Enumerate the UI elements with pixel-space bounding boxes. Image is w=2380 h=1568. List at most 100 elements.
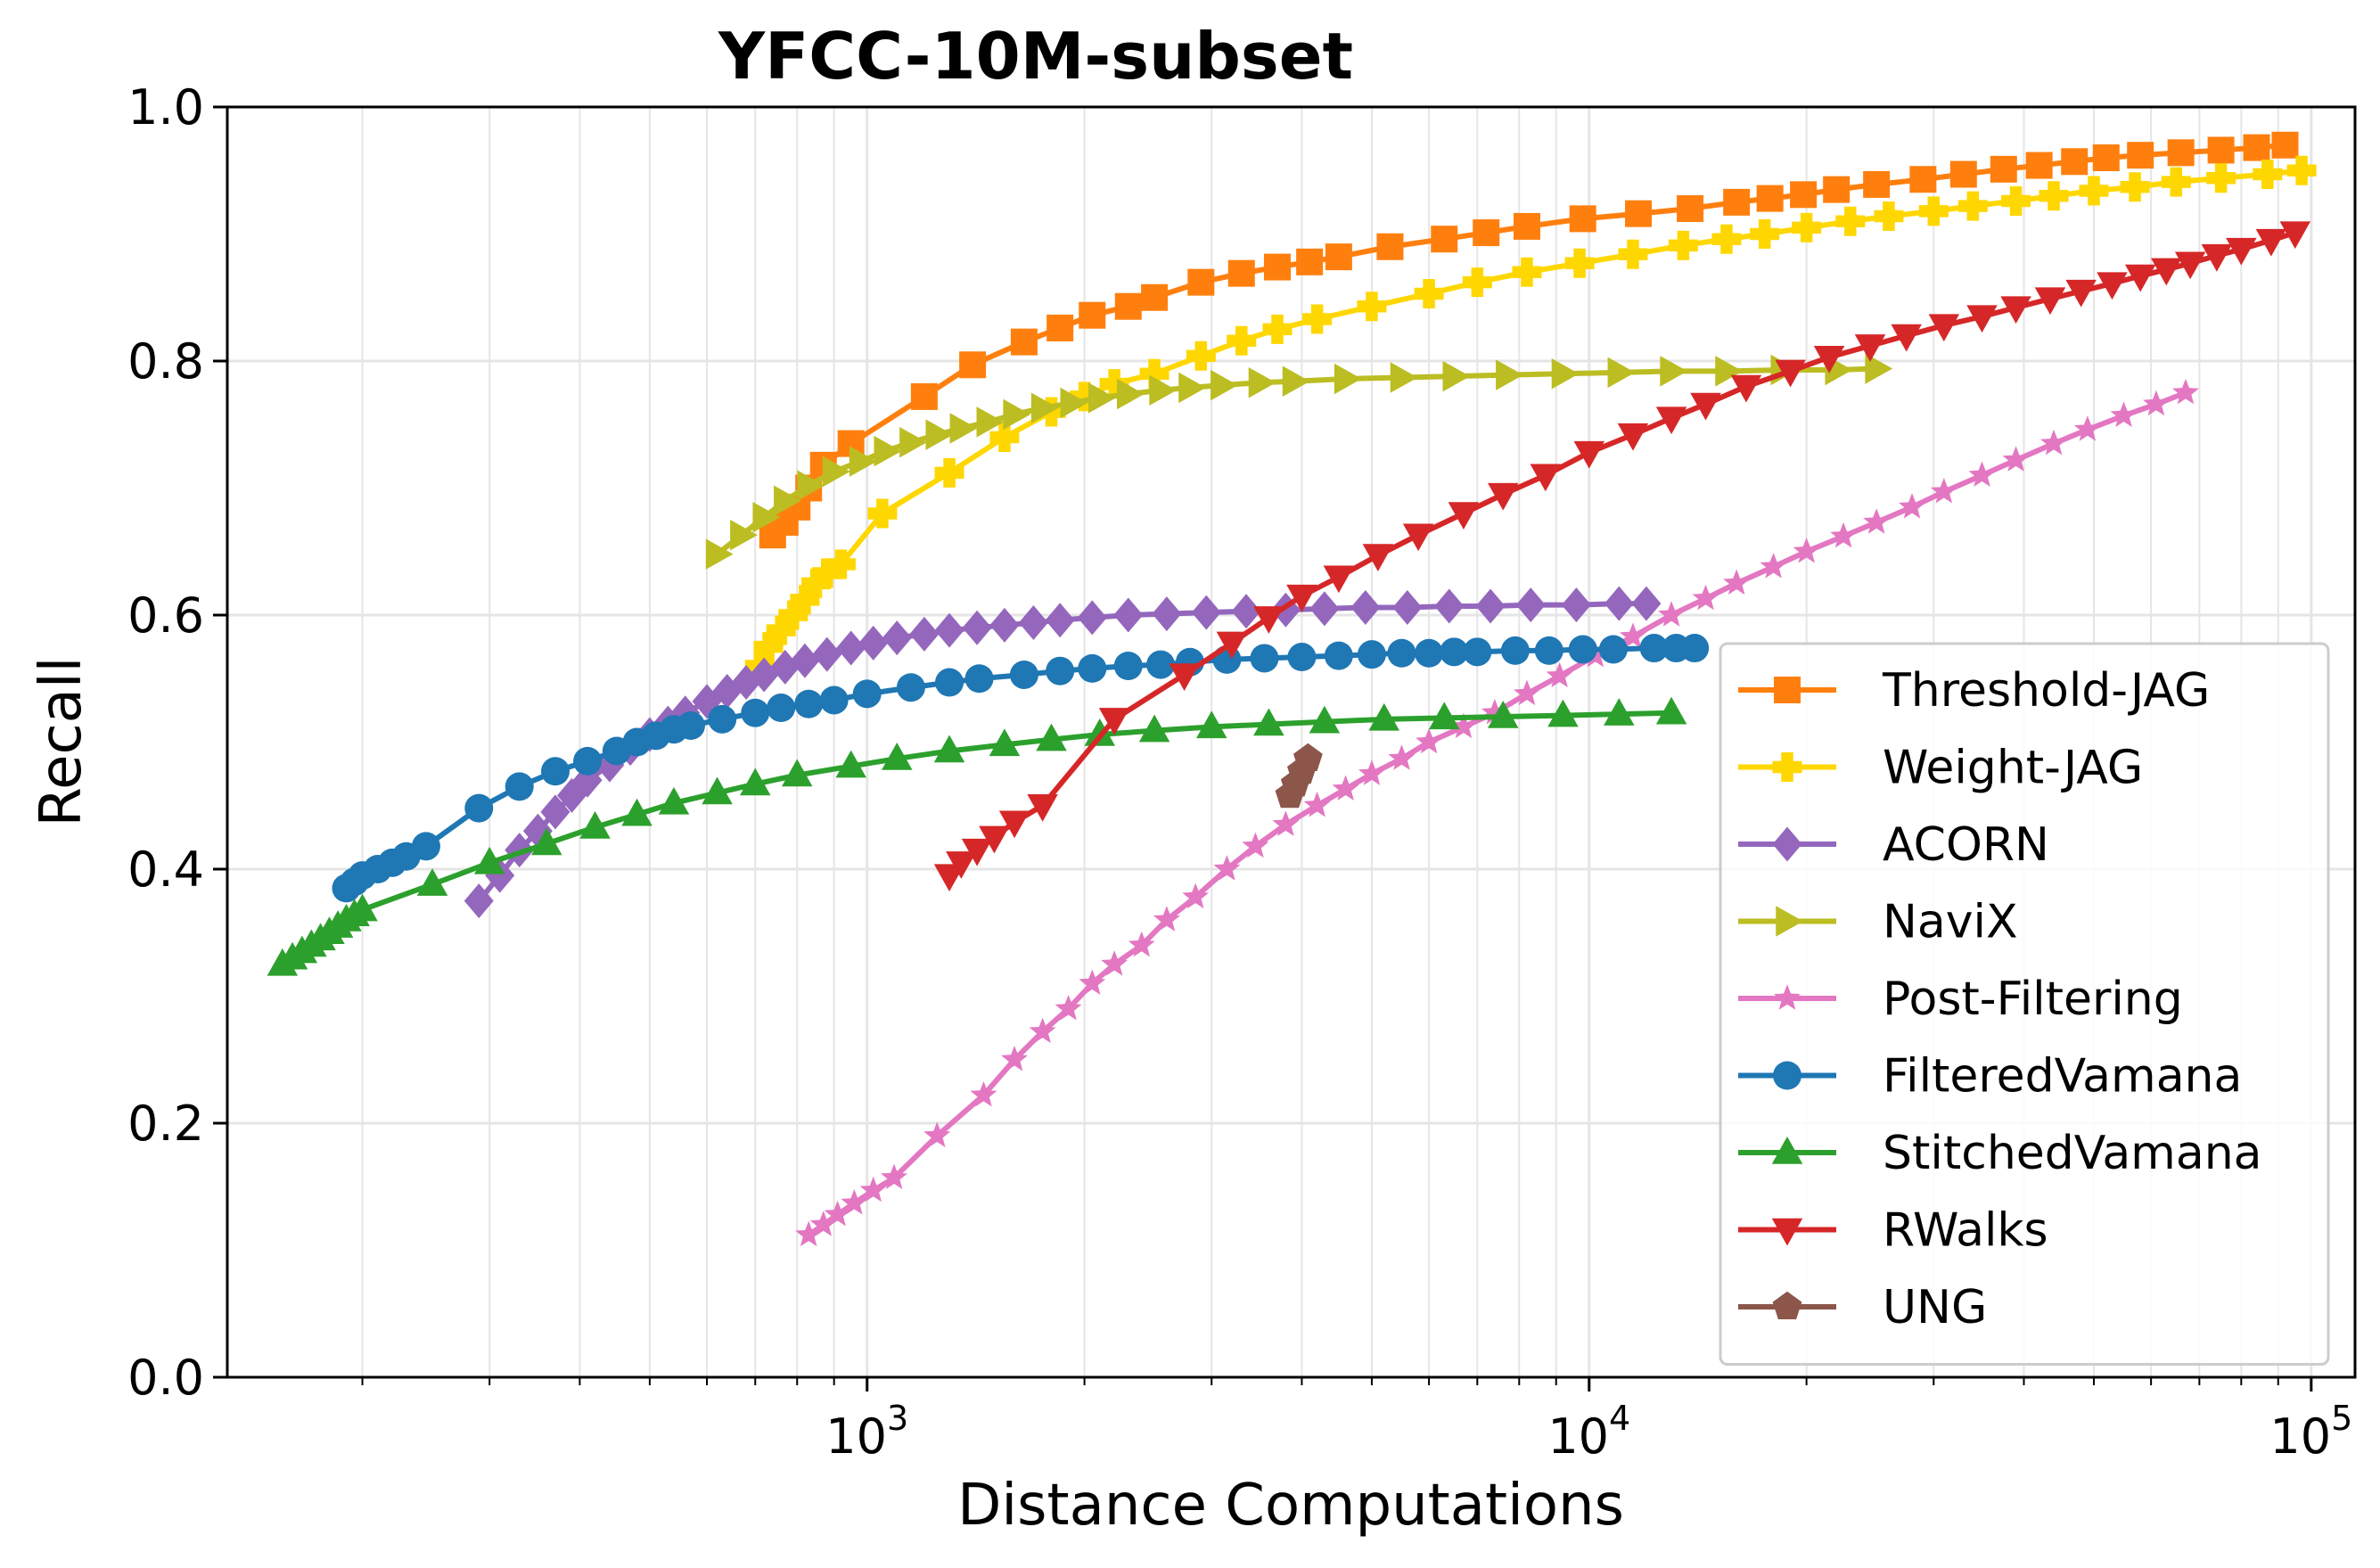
rwalks-point <box>1027 794 1058 822</box>
stitchedvamana-point <box>835 750 866 778</box>
stitchedvamana-point <box>621 798 652 826</box>
post-filtering-point <box>809 1211 837 1236</box>
rwalks-point <box>2034 287 2066 316</box>
legend-label: NaviX <box>1883 896 2018 949</box>
rwalks-point <box>1169 663 1200 691</box>
threshold-jag-point <box>1990 155 2017 183</box>
post-filtering-point <box>841 1189 868 1215</box>
stitchedvamana-point <box>1428 702 1460 730</box>
weight-jag-point <box>2120 172 2150 202</box>
acorn-point <box>1077 600 1107 636</box>
legend-label: Post-Filtering <box>1883 973 2183 1026</box>
filteredvamana-point <box>1680 634 1710 663</box>
navix-point <box>899 426 927 458</box>
post-filtering-point <box>1416 727 1443 754</box>
post-filtering-point <box>1332 775 1359 800</box>
acorn-point <box>1152 596 1182 632</box>
weight-jag-point <box>1262 314 1293 344</box>
legend-label: Weight-JAG <box>1883 742 2143 795</box>
stitchedvamana-point <box>473 846 505 874</box>
threshold-jag-point <box>2243 134 2270 161</box>
legend-item-weight-jag: Weight-JAG <box>1738 742 2143 795</box>
threshold-jag-point <box>1756 185 1784 212</box>
weight-jag-point <box>2206 163 2236 193</box>
legend-marker <box>1771 1218 1803 1246</box>
navix-point <box>1390 362 1418 393</box>
post-filtering-point <box>1760 553 1787 579</box>
acorn-point <box>1309 591 1340 627</box>
acorn-point <box>1475 588 1506 624</box>
legend-label: Threshold-JAG <box>1882 664 2210 718</box>
weight-jag-point <box>1357 291 1387 322</box>
weight-jag-point <box>2039 181 2069 211</box>
threshold-jag-point <box>1296 248 1324 275</box>
rwalks-point <box>1617 423 1649 451</box>
threshold-jag-point <box>1227 259 1255 287</box>
post-filtering-point <box>2073 415 2101 441</box>
weight-jag-point <box>934 457 964 488</box>
legend-item-threshold-jag: Threshold-JAG <box>1738 664 2210 718</box>
navix-point <box>976 406 1005 438</box>
acorn-point <box>1434 588 1465 624</box>
navix-point <box>849 446 877 477</box>
legend-item-rwalks: RWalks <box>1738 1204 2048 1258</box>
acorn-point <box>909 616 940 652</box>
post-filtering-point <box>1692 584 1719 611</box>
stitchedvamana-point <box>781 759 813 787</box>
filteredvamana-point <box>1387 638 1416 668</box>
legend-box <box>1719 642 2330 1366</box>
rwalks-point <box>1966 305 1998 333</box>
y-tick-label: 0.2 <box>127 1096 204 1152</box>
threshold-jag-point <box>1863 170 1891 198</box>
acorn-point <box>790 643 820 678</box>
legend-item-navix: NaviX <box>1738 896 2018 949</box>
weight-jag-point <box>1227 325 1257 356</box>
acorn-point <box>1231 594 1261 629</box>
rwalks-point <box>1448 502 1480 530</box>
threshold-jag-point <box>2127 142 2154 169</box>
acorn-point <box>962 610 992 645</box>
navix-point <box>1496 359 1523 390</box>
filteredvamana-point <box>767 694 796 723</box>
post-filtering-point <box>2142 390 2170 416</box>
filteredvamana-point <box>819 685 849 715</box>
legend-item-acorn: ACORN <box>1738 818 2049 872</box>
post-filtering-point <box>1513 679 1540 706</box>
legend-marker <box>1774 984 1801 1010</box>
post-filtering-point <box>2002 446 2030 472</box>
weight-jag-point <box>1750 219 1780 249</box>
stitchedvamana-point <box>1036 723 1067 751</box>
acorn-point <box>1392 589 1423 625</box>
weight-jag-point <box>1564 248 1595 278</box>
legend-marker <box>1772 1291 1802 1319</box>
acorn-point <box>882 620 912 656</box>
threshold-jag-point <box>1046 314 1074 341</box>
weight-jag-point <box>1792 212 1822 242</box>
threshold-jag-point <box>1625 200 1653 227</box>
weight-jag-point <box>753 632 784 662</box>
series-layer <box>267 131 2317 1247</box>
navix-point <box>705 538 734 570</box>
acorn-point <box>989 607 1020 643</box>
threshold-jag-point <box>1376 233 1404 260</box>
rwalks-point <box>1854 334 1886 362</box>
navix-point <box>1334 363 1362 395</box>
acorn-point <box>464 883 494 919</box>
post-filtering-point <box>2171 378 2199 405</box>
threshold-jag-point <box>1723 188 1751 216</box>
acorn-point <box>1113 597 1144 633</box>
post-filtering-point <box>1793 538 1820 563</box>
rwalks-point <box>1655 406 1687 435</box>
legend-label: RWalks <box>1883 1204 2048 1258</box>
weight-jag-point <box>1139 358 1169 389</box>
threshold-jag-point <box>1949 160 1977 188</box>
threshold-jag-point <box>1264 253 1292 281</box>
post-filtering-point <box>1153 906 1180 932</box>
rwalks-point <box>2000 296 2031 324</box>
rwalks-point <box>1530 464 1562 492</box>
stitchedvamana-point <box>989 728 1021 757</box>
navix-point <box>1178 372 1206 404</box>
filteredvamana-point <box>1113 652 1143 680</box>
ung-point <box>1293 743 1323 771</box>
weight-jag-point <box>2253 160 2283 190</box>
